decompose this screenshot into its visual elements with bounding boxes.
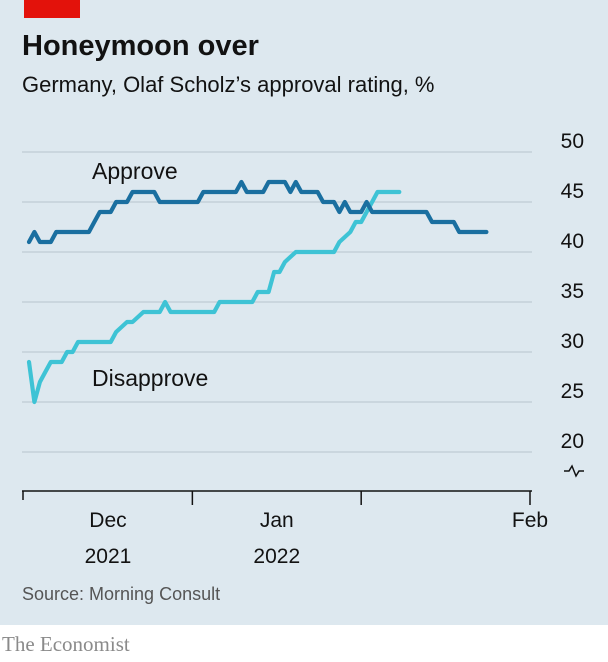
x-axis: Dec 2021 Jan 2022 Feb [22, 490, 548, 568]
disapprove-line [26, 189, 402, 405]
y-tick-label-25: 25 [561, 380, 584, 403]
series-labels: Approve Disapprove [92, 158, 208, 391]
y-tick-label-45: 45 [561, 180, 584, 203]
approve-label: Approve [92, 158, 178, 184]
y-tick-labels: 20 25 30 35 40 45 50 [561, 130, 584, 478]
x-year-label-2021: 2021 [85, 545, 132, 568]
y-tick-label-50: 50 [561, 130, 584, 153]
disapprove-label: Disapprove [92, 365, 208, 391]
gridlines [22, 151, 532, 453]
line-chart: 20 25 30 35 40 45 50 Approve Disapprove Dec 2021… [22, 130, 584, 568]
y-tick-label-30: 30 [561, 330, 584, 353]
y-tick-label-20: 20 [561, 430, 584, 453]
chart-panel [0, 0, 608, 625]
chart-subtitle: Germany, Olaf Scholz’s approval rating, … [22, 72, 435, 97]
y-tick-label-40: 40 [561, 230, 584, 253]
x-tick-label-dec: Dec [89, 509, 126, 532]
x-tick-label-jan: Jan [260, 509, 294, 532]
brand-red-tag [24, 0, 80, 18]
axis-break-icon [564, 464, 584, 478]
source-note: Source: Morning Consult [22, 584, 221, 604]
x-tick-label-feb: Feb [512, 509, 548, 532]
y-tick-label-35: 35 [561, 280, 584, 303]
chart-title: Honeymoon over [22, 30, 259, 62]
approve-line [26, 179, 489, 245]
x-year-label-2022: 2022 [253, 545, 300, 568]
economist-logo: The Economist [2, 632, 130, 656]
series-lines [26, 179, 489, 405]
